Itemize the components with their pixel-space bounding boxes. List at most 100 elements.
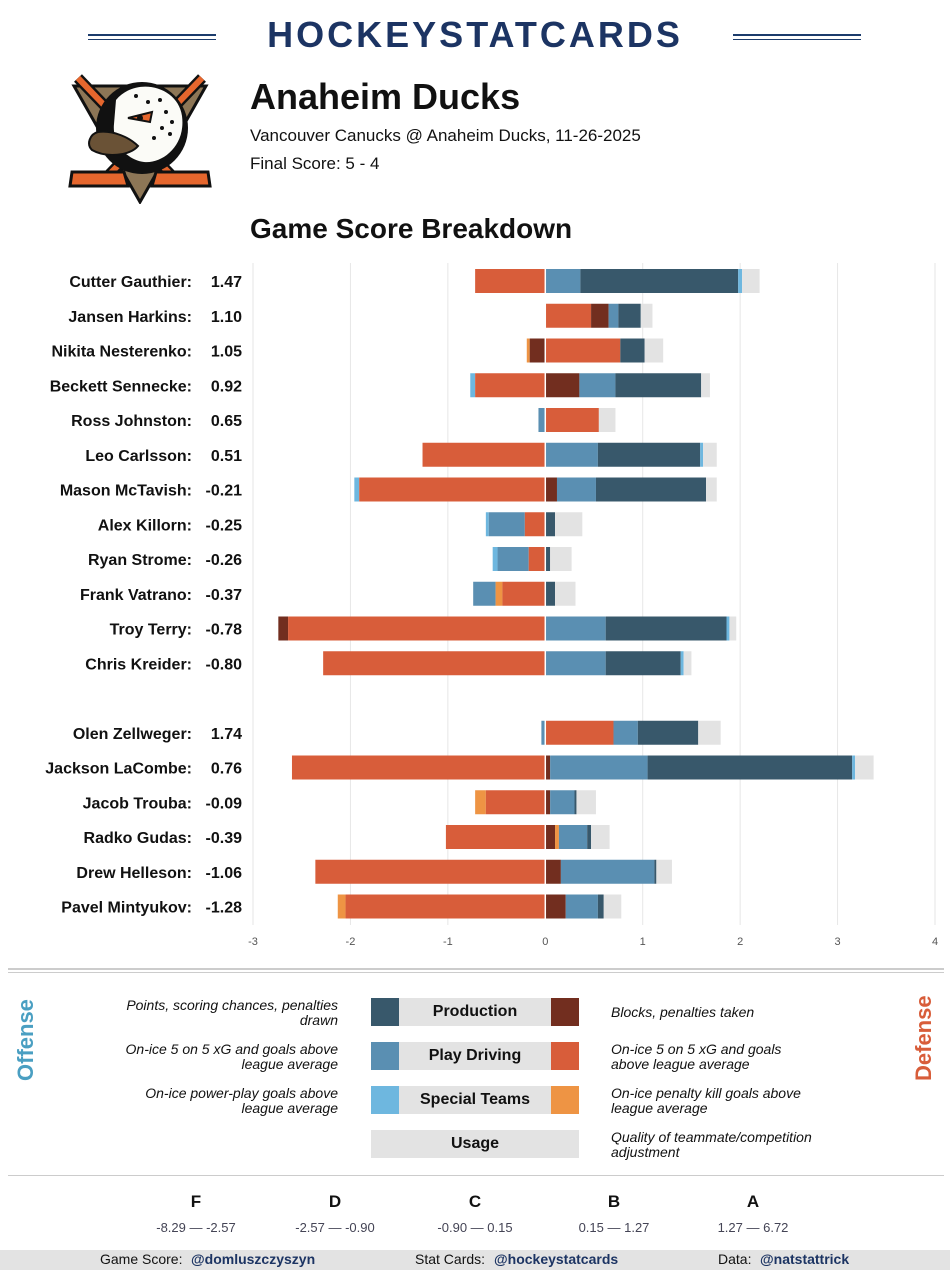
bar-segment-usage xyxy=(550,547,572,571)
grade-a: A 1.27 — 6.72 xyxy=(683,1192,823,1235)
bar-segment-def-play-driving xyxy=(524,512,546,537)
legend-usage-desc: Quality of teammate/competition adjustme… xyxy=(611,1129,812,1160)
x-tick-label: 1 xyxy=(640,936,646,948)
bar-segment-off-production xyxy=(545,547,551,571)
brand-rule-left xyxy=(88,34,216,36)
bar-segment-def-special-teams xyxy=(526,338,530,363)
bar-segment-off-production xyxy=(654,859,657,884)
bar-segment-usage xyxy=(644,338,664,363)
bar-segment-usage xyxy=(698,720,721,745)
player-game-score: -1.06 xyxy=(206,865,243,882)
x-tick-label: -1 xyxy=(443,936,453,948)
grades-top-rule xyxy=(8,1175,944,1176)
bar-segment-def-play-driving xyxy=(323,651,546,676)
x-tick-label: 0 xyxy=(542,936,548,948)
player-name: Ross Johnston: xyxy=(71,413,192,430)
footer-data-label: Data: xyxy=(718,1251,752,1267)
bar-segment-def-special-teams xyxy=(337,894,346,919)
footer-stat-cards-handle[interactable]: @hockeystatcards xyxy=(494,1251,619,1267)
player-name: Pavel Mintyukov: xyxy=(61,900,192,917)
bar-segment-off-play-driving xyxy=(565,894,598,919)
grade-range: -8.29 — -2.57 xyxy=(156,1220,236,1235)
bar-segment-def-production xyxy=(278,616,289,641)
bar-segment-off-production xyxy=(618,303,641,328)
player-name: Leo Carlsson: xyxy=(85,448,192,465)
grade-range: -2.57 — -0.90 xyxy=(295,1220,375,1235)
game-score-chart: -3 -2 -1 0 1 2 3 4 Cutter Gauthier: 1.47 Jansen Ha… xyxy=(45,263,938,948)
grade-range: -0.90 — 0.15 xyxy=(437,1220,513,1235)
grade-letter: B xyxy=(607,1192,621,1211)
bar-segment-def-production xyxy=(545,790,551,815)
legend-special-teams-label: Special Teams xyxy=(399,1086,551,1114)
footer-data-handle[interactable]: @natstattrick xyxy=(760,1251,850,1267)
bar-segment-def-play-driving xyxy=(545,303,592,328)
player-game-score: -0.25 xyxy=(206,517,243,534)
bar-segment-def-production xyxy=(545,373,580,398)
player-name: Alex Killorn: xyxy=(98,517,192,534)
bar-segment-off-play-driving xyxy=(545,616,606,641)
bar-segment-usage xyxy=(576,790,596,815)
player-name: Troy Terry: xyxy=(110,622,192,639)
legend-offense-special-teams-desc: On-ice power-play goals above league ave… xyxy=(145,1085,338,1116)
bar-segment-usage xyxy=(598,408,616,432)
player-name: Jansen Harkins: xyxy=(68,309,192,326)
player-game-score: -0.37 xyxy=(206,587,243,604)
bar-segment-def-production xyxy=(545,755,551,780)
player-name: Frank Vatrano: xyxy=(80,587,192,604)
team-name: Anaheim Ducks xyxy=(250,76,521,117)
offense-label: Offense xyxy=(13,999,38,1081)
player-game-score: 1.05 xyxy=(211,344,242,361)
bar-segment-def-play-driving xyxy=(545,338,621,363)
player-game-score: 1.47 xyxy=(211,274,242,291)
player-name: Olen Zellweger: xyxy=(73,726,192,743)
bar-segment-off-play-driving xyxy=(613,720,638,745)
x-tick-label: 4 xyxy=(932,936,938,948)
grade-letter: D xyxy=(328,1192,342,1211)
bar-segment-def-production xyxy=(545,894,566,919)
legend-offense-production-swatch xyxy=(371,998,399,1026)
grade-letter: C xyxy=(468,1192,482,1211)
bar-segment-off-production xyxy=(615,373,702,398)
bar-segment-off-production xyxy=(595,477,707,502)
footer-game-score-handle[interactable]: @domluszczyszyn xyxy=(191,1251,316,1267)
chart-title: Game Score Breakdown xyxy=(250,213,573,244)
player-game-score: -0.09 xyxy=(206,795,243,812)
grade-letter: A xyxy=(746,1192,760,1211)
grade-b: B 0.15 — 1.27 xyxy=(544,1192,684,1235)
bar-segment-def-play-driving xyxy=(359,477,546,502)
footer: Game Score: @domluszczyszyn Stat Cards: … xyxy=(0,1250,950,1270)
player-name: Cutter Gauthier: xyxy=(69,274,192,291)
bar-segment-def-play-driving xyxy=(545,408,599,432)
bar-segment-off-production xyxy=(605,651,681,676)
bar-segment-off-play-driving xyxy=(560,859,655,884)
player-game-score: -0.39 xyxy=(206,830,243,847)
player-game-score: -0.21 xyxy=(206,483,243,500)
legend-top-rule-thin xyxy=(8,972,944,973)
legend-usage-label: Usage xyxy=(371,1130,579,1158)
player-name: Jacob Trouba: xyxy=(83,795,192,812)
grade-letter: F xyxy=(190,1192,202,1211)
bar-segment-off-special-teams xyxy=(492,547,498,571)
brand-rule-right-thin xyxy=(733,39,861,40)
grade-range: 0.15 — 1.27 xyxy=(578,1220,650,1235)
player-name: Radko Gudas: xyxy=(84,830,192,847)
bar-segment-def-play-driving xyxy=(291,755,546,780)
legend-defense-special-teams-desc: On-ice penalty kill goals above league a… xyxy=(611,1085,801,1116)
legend-defense-production-desc: Blocks, penalties taken xyxy=(611,1004,755,1020)
legend-play-driving-label: Play Driving xyxy=(399,1042,551,1070)
bar-segment-off-play-driving xyxy=(550,755,648,780)
bar-segment-off-play-driving xyxy=(538,408,546,432)
bar-segment-usage xyxy=(703,442,717,467)
grade-f: F -8.29 — -2.57 xyxy=(126,1192,266,1235)
legend-offense-play-driving-desc: On-ice 5 on 5 xG and goals above league … xyxy=(125,1041,338,1072)
bar-segment-usage xyxy=(656,859,672,884)
bar-segment-usage xyxy=(701,373,710,398)
grade-d: D -2.57 — -0.90 xyxy=(265,1192,405,1235)
bar-segment-def-production xyxy=(545,859,561,884)
team-logo xyxy=(68,74,212,204)
bar-segment-def-production xyxy=(591,303,609,328)
legend-defense-play-driving-desc: On-ice 5 on 5 xG and goals above league … xyxy=(611,1041,782,1072)
grade-c: C -0.90 — 0.15 xyxy=(405,1192,545,1235)
bar-segment-off-special-teams xyxy=(485,512,489,537)
bar-segment-off-special-teams xyxy=(852,755,856,780)
